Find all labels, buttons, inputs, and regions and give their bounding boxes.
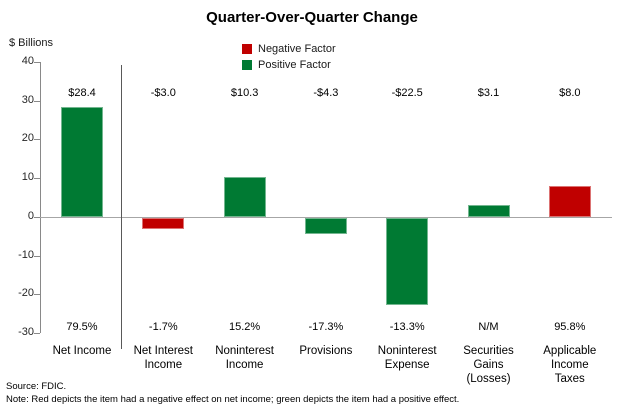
color-note: Note: Red depicts the item had a negativ… xyxy=(6,394,460,405)
bar-percent-label: -17.3% xyxy=(308,321,344,333)
category-label: Net Interest Income xyxy=(119,344,207,372)
bar-noninterest-expense xyxy=(386,217,429,305)
y-tick-label: -10 xyxy=(18,248,34,261)
bar-provisions xyxy=(304,217,347,235)
positive-factor-swatch-icon xyxy=(242,59,252,70)
y-axis-tick xyxy=(34,178,40,180)
y-axis-tick xyxy=(34,294,40,296)
y-axis-unit-label: $ Billions xyxy=(9,37,54,49)
bar-percent-label: 15.2% xyxy=(228,321,261,333)
bar-applicable-income-taxes xyxy=(548,185,591,217)
bar-percent-label: -13.3% xyxy=(389,321,425,333)
y-tick-label: 30 xyxy=(21,93,34,106)
bar-net-income xyxy=(61,106,103,217)
category-label-line: Noninterest xyxy=(215,345,274,357)
y-axis-tick xyxy=(34,139,40,141)
y-axis-tick xyxy=(34,255,40,257)
bar-value-label: -$22.5 xyxy=(391,87,423,99)
source-note: Source: FDIC. xyxy=(6,381,67,392)
chart-title: Quarter-Over-Quarter Change xyxy=(206,9,418,26)
bar-value-label: -$3.0 xyxy=(150,87,176,99)
y-tick-label: 20 xyxy=(21,132,34,145)
bar-value-label: $3.1 xyxy=(477,87,500,99)
y-tick-label: -30 xyxy=(18,326,34,338)
bar-percent-label: N/M xyxy=(478,321,499,333)
category-label-line: Taxes xyxy=(554,373,585,385)
bar-value-label: $8.0 xyxy=(559,87,581,99)
bar-percent-label: -1.7% xyxy=(148,321,178,333)
category-label-line: Provisions xyxy=(299,345,353,357)
bar-percent-label: 79.5% xyxy=(66,321,98,333)
category-label: Noninterest Income xyxy=(201,344,289,372)
category-label-line: Income xyxy=(225,359,264,371)
bar-value-label: $10.3 xyxy=(230,87,259,99)
y-axis-tick xyxy=(34,333,40,334)
bar-value-label: $28.4 xyxy=(68,87,96,99)
legend-label: Negative Factor xyxy=(258,42,336,55)
bar-securities-gains-losses- xyxy=(467,204,510,217)
legend: Negative Factor Positive Factor xyxy=(242,41,336,73)
y-tick-label: 0 xyxy=(27,209,34,222)
bar-noninterest-income xyxy=(223,176,266,217)
category-label-line: Noninterest xyxy=(377,345,437,357)
category-label-line: Applicable xyxy=(543,345,597,357)
category-label-line: Net Interest xyxy=(133,345,194,357)
legend-item-negative: Negative Factor xyxy=(242,41,336,56)
category-label: Provisions xyxy=(282,344,370,358)
negative-factor-swatch-icon xyxy=(242,43,252,54)
y-tick-label: 40 xyxy=(21,55,34,67)
category-label: Noninterest Expense xyxy=(363,344,451,372)
y-axis-tick xyxy=(34,62,40,63)
category-label-line: Net Income xyxy=(52,345,112,357)
y-tick-label: -20 xyxy=(18,287,34,300)
category-label-line: Expense xyxy=(384,359,430,371)
legend-item-positive: Positive Factor xyxy=(242,57,336,72)
bar-net-interest-income xyxy=(142,217,185,230)
category-label-line: Gains xyxy=(473,359,504,371)
zero-baseline xyxy=(40,216,612,218)
y-axis-tick xyxy=(34,100,40,102)
category-label-line: Income xyxy=(550,359,589,371)
legend-label: Positive Factor xyxy=(258,58,331,71)
category-label: Securities Gains (Losses) xyxy=(445,344,533,386)
y-tick-label: 10 xyxy=(21,171,34,184)
bar-value-label: -$4.3 xyxy=(313,87,339,99)
category-label-line: Securities xyxy=(463,345,514,357)
group-separator-line xyxy=(121,65,123,349)
category-label: Applicable Income Taxes xyxy=(526,344,614,386)
category-label-line: Income xyxy=(144,359,183,371)
category-label-line: (Losses) xyxy=(466,373,511,385)
bar-percent-label: 95.8% xyxy=(554,321,586,333)
category-label: Net Income xyxy=(38,344,126,358)
y-axis-line xyxy=(40,62,41,333)
y-axis-tick xyxy=(34,216,40,218)
